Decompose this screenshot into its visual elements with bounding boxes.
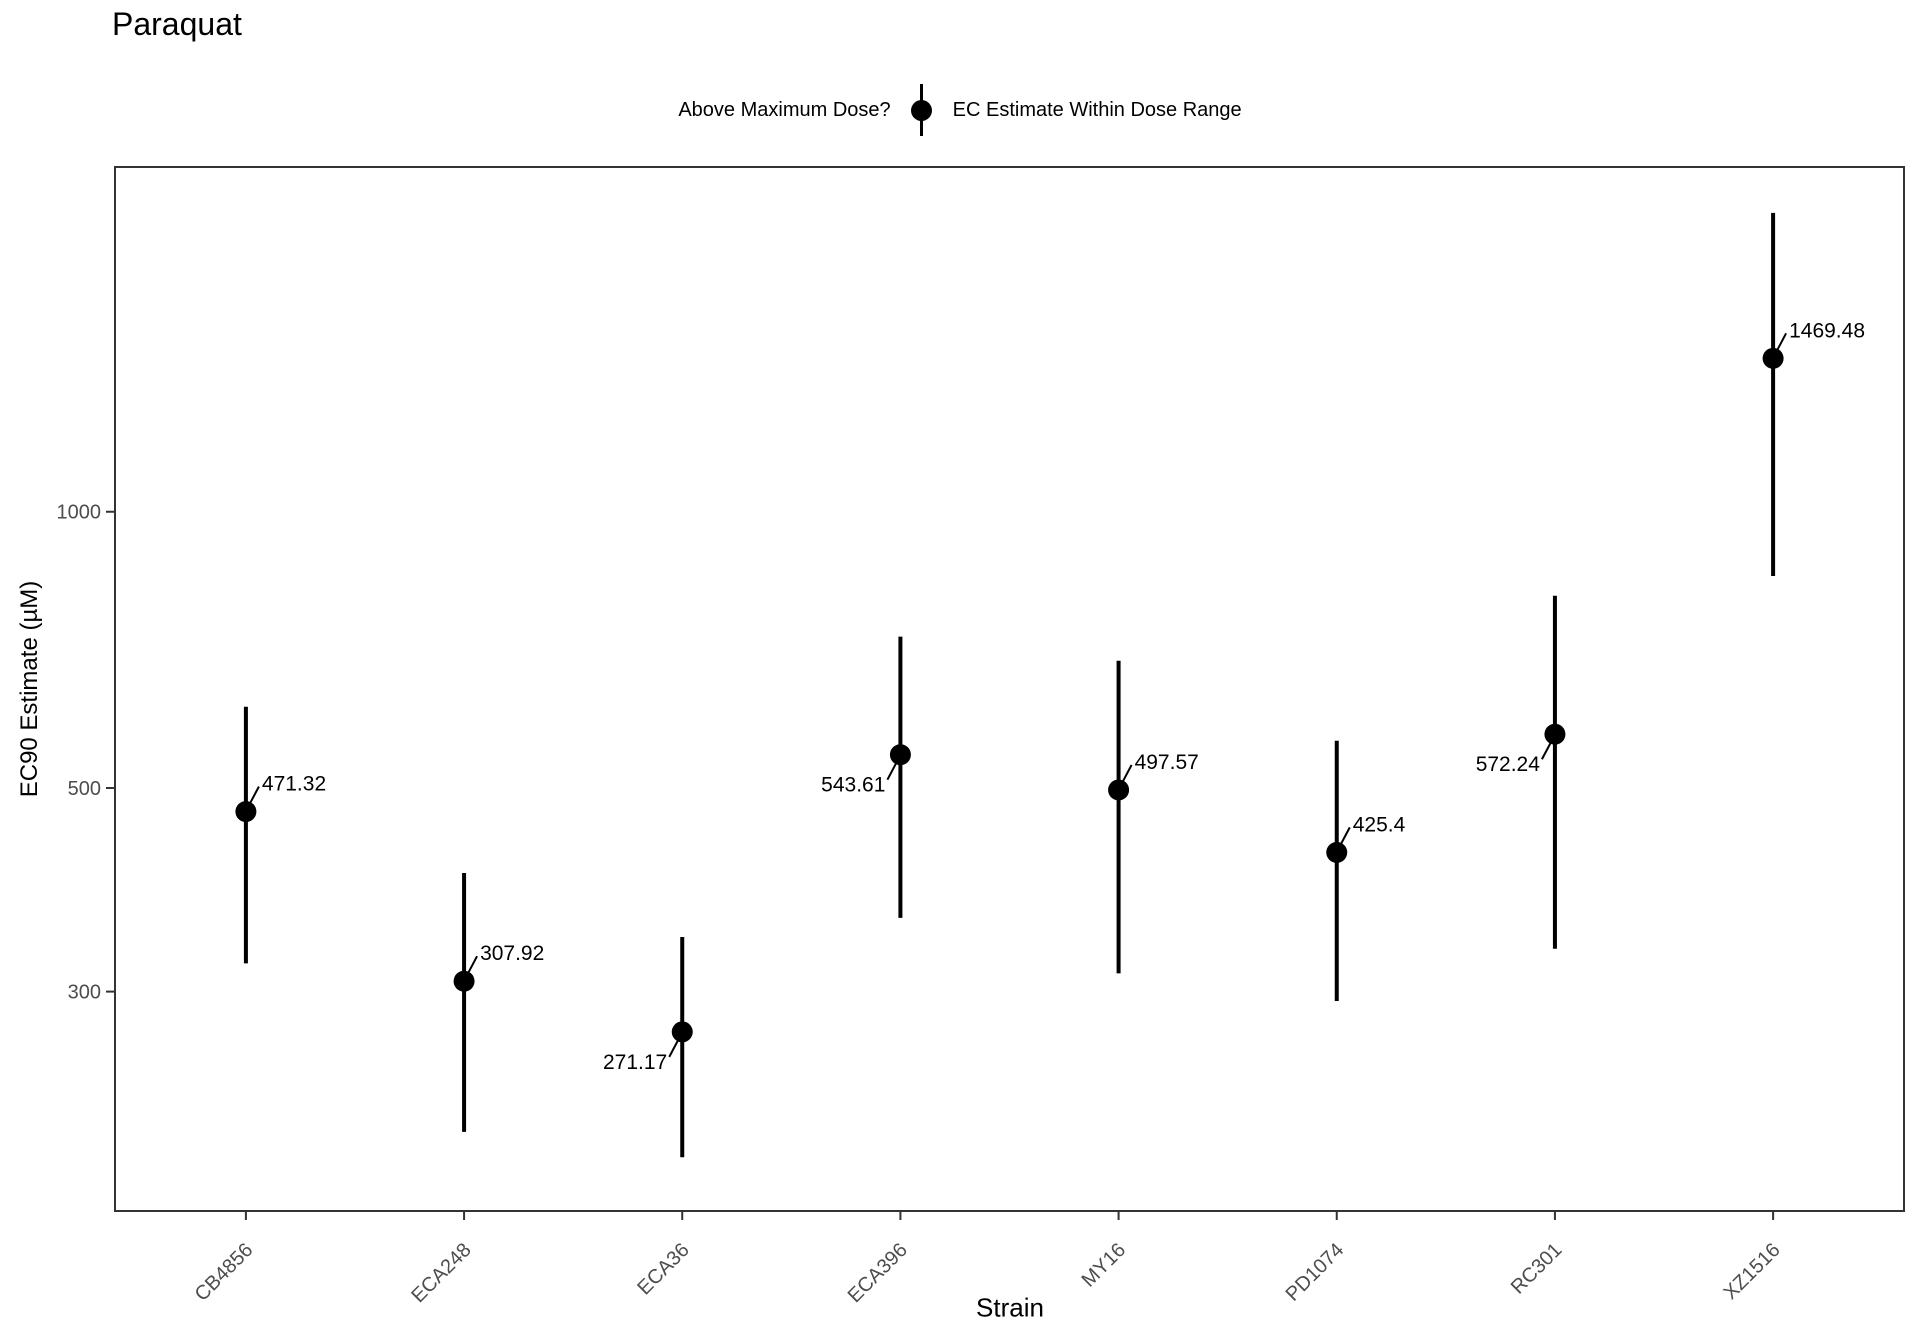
leader-line	[249, 786, 260, 805]
point-marker	[889, 744, 911, 766]
y-tick-label: 1000	[57, 502, 102, 524]
panel-border	[114, 166, 1905, 1212]
x-axis-title: Strain	[976, 1292, 1044, 1323]
point-label: 572.24	[1476, 753, 1541, 776]
point-label: 271.17	[603, 1051, 667, 1074]
point-marker	[1108, 779, 1130, 801]
leader-line	[1541, 741, 1552, 760]
point-label: 543.61	[821, 774, 885, 797]
point-label: 471.32	[262, 773, 326, 796]
leader-line	[1121, 764, 1133, 783]
point-marker	[1326, 841, 1348, 863]
pointrange-legend-icon	[909, 84, 935, 136]
leader-line	[668, 1039, 680, 1058]
x-tick-label: CB4856	[191, 1239, 258, 1306]
y-tick-label: 500	[68, 778, 101, 800]
legend-title: Above Maximum Dose?	[678, 98, 891, 121]
leader-line	[1776, 332, 1787, 351]
point-label: 497.57	[1135, 751, 1199, 774]
y-axis-title: EC90 Estimate (µM)	[16, 580, 43, 798]
x-tick-label: ECA248	[407, 1239, 475, 1307]
point-label: 307.92	[480, 942, 544, 965]
x-tick-label: ECA36	[633, 1239, 693, 1299]
point-marker	[453, 970, 475, 992]
plot-title: Paraquat	[112, 6, 242, 42]
point-label: 425.4	[1353, 813, 1406, 836]
x-tick-label: PD1074	[1282, 1239, 1349, 1306]
point-label: 1469.48	[1789, 319, 1865, 342]
legend-item-label: EC Estimate Within Dose Range	[952, 98, 1242, 121]
point-marker	[671, 1021, 693, 1043]
leader-line	[1339, 826, 1351, 845]
x-tick-label: MY16	[1078, 1239, 1131, 1292]
y-tick-label: 300	[68, 982, 101, 1004]
legend: Above Maximum Dose? EC Estimate Within D…	[0, 84, 1920, 136]
x-tick-label: XZ1516	[1720, 1239, 1785, 1304]
legend-key-dot	[911, 99, 933, 121]
point-marker	[1762, 347, 1784, 369]
point-marker	[235, 801, 257, 823]
leader-line	[886, 762, 898, 781]
x-tick-label: RC301	[1507, 1239, 1567, 1299]
x-tick-label: ECA396	[844, 1239, 912, 1307]
leader-line	[467, 955, 478, 974]
point-marker	[1544, 723, 1566, 745]
